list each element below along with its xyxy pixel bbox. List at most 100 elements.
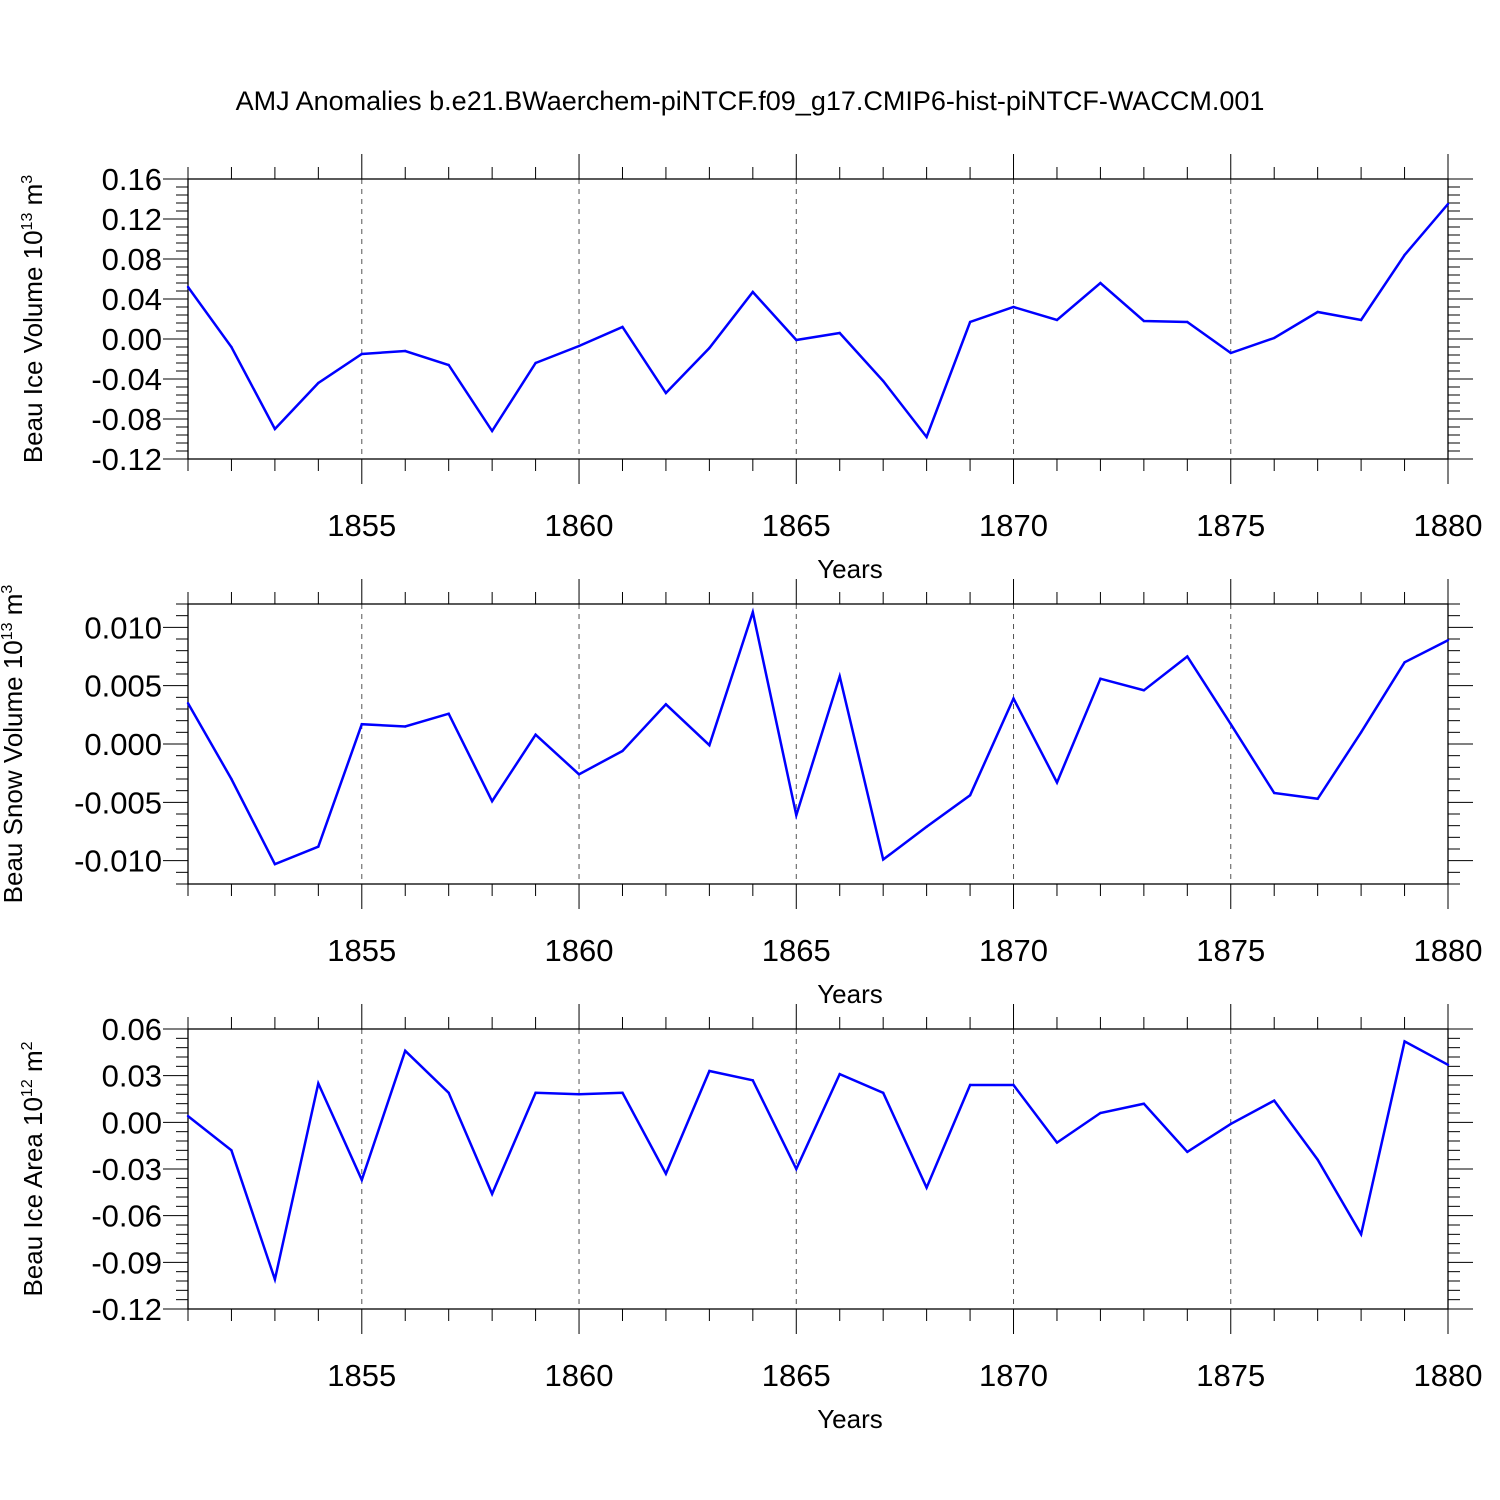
data-point [577,344,581,348]
data-point [230,777,233,781]
y-tick-label: 0.03 [102,1059,162,1094]
x-tick-label: 1860 [545,933,614,968]
y-tick-label: 0.08 [102,242,162,277]
data-point [1099,677,1102,680]
figure-title: AMJ Anomalies b.e21.BWaerchem-piNTCF.f09… [235,86,1265,116]
plot-frame [187,178,1449,460]
x-tick-label: 1855 [327,933,396,968]
data-point [1403,661,1406,664]
panel-3: 0.06 0.03 0.00 -0.03 -0.06 -0.09 -0.12 1855 1860… [18,1004,1482,1434]
y-tick-label: -0.12 [91,442,162,477]
data-point [404,725,407,728]
data-point [664,1172,668,1175]
y-tick-label: 0.005 [84,669,162,704]
data-point [490,429,494,433]
data-point [621,325,624,329]
data-point [1273,336,1276,340]
data-point [1099,281,1102,285]
data-point [1012,305,1015,309]
data-point [273,862,277,866]
x-tick-label: 1865 [762,933,831,968]
data-point [1316,797,1319,801]
data-point [317,381,320,385]
data-point [751,610,755,614]
panel-1: 0.16 0.12 0.08 0.04 0.00 -0.04 -0.08 -0.12 1855 1… [18,154,1482,584]
data-point [881,1091,885,1094]
data-point [795,1167,798,1171]
y-tick-label: -0.03 [91,1152,162,1187]
x-tick-label: 1880 [1414,1358,1483,1393]
y-tick-label: 0.00 [102,322,162,357]
y-tick-label: 0.00 [102,1105,162,1140]
data-point [317,1082,320,1085]
data-point [881,379,885,383]
data-point [360,1178,363,1182]
data-point [751,290,755,294]
data-point [1142,1102,1146,1105]
data-point [1273,791,1276,795]
x-tick-label: 1870 [979,508,1048,543]
data-point [968,320,972,324]
data-point [447,1091,450,1094]
data-point [273,427,277,431]
y-tick-label: 0.12 [102,202,162,237]
x-tick-label: 1880 [1414,933,1483,968]
data-point [360,722,363,726]
x-tick-label: 1860 [545,508,614,543]
panel-2: 0.010 0.005 0.000 -0.005 -0.010 1855 1860 1865 1… [0,579,1482,1009]
data-point [186,1114,190,1118]
x-axis-title: Years [817,1404,883,1434]
data-point [534,1091,537,1094]
x-axis-title: Years [817,979,883,1009]
data-point [751,1079,755,1082]
data-point [490,1192,494,1196]
data-point [1142,689,1146,692]
data-point [1012,1083,1015,1087]
data-point [708,1069,711,1073]
data-point [1055,318,1059,322]
x-tick-label: 1870 [979,933,1048,968]
data-point [1012,697,1015,700]
data-point [795,813,798,817]
data-point [577,1093,581,1096]
data-point [1403,253,1406,257]
y-tick-label: -0.12 [91,1292,162,1327]
data-point [534,733,537,736]
data-point [1403,1040,1406,1043]
data-point [1359,1233,1363,1236]
data-point [1316,310,1319,314]
data-point [534,361,537,365]
data-point [664,391,668,395]
data-point [317,845,320,848]
data-point [230,1149,233,1152]
x-tick-label: 1870 [979,1358,1048,1393]
data-point [881,858,885,861]
data-point [1142,319,1146,323]
data-point [447,363,450,367]
data-point [925,1186,928,1189]
y-tick-label: 0.010 [84,610,162,645]
data-point [838,331,841,335]
data-point [186,285,190,289]
x-tick-label: 1865 [762,508,831,543]
x-tick-label: 1875 [1196,508,1265,543]
y-tick-label: -0.08 [91,402,162,437]
x-tick-label: 1880 [1414,508,1483,543]
x-tick-label: 1860 [545,1358,614,1393]
data-point [1359,731,1363,734]
x-tick-label: 1875 [1196,933,1265,968]
data-point [925,825,928,829]
data-point [925,435,928,439]
data-point [1359,318,1363,322]
data-point [360,352,363,356]
data-point [708,743,711,747]
y-axis-title: Beau Ice Area 1012 m2 [18,1041,48,1296]
data-point [664,703,668,706]
y-tick-label: -0.005 [74,785,162,820]
y-tick-label: 0.04 [102,282,162,317]
y-tick-label: 0.06 [102,1012,162,1047]
data-point [1446,1063,1450,1066]
x-tick-label: 1855 [327,508,396,543]
data-point [273,1278,277,1281]
data-point [621,749,624,753]
